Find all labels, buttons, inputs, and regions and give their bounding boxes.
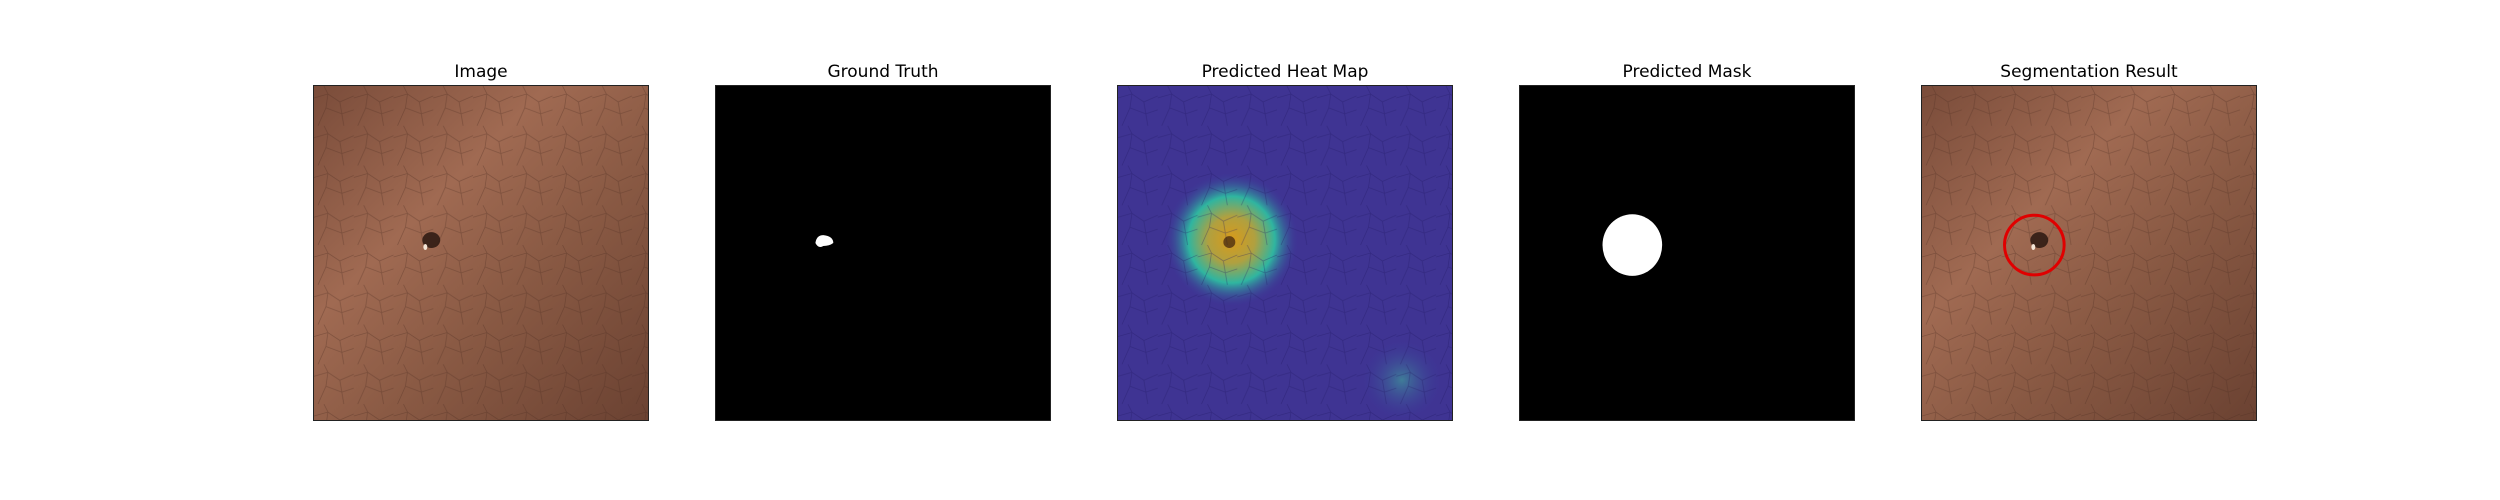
panel-title-segmentation-result: Segmentation Result (2000, 62, 2178, 82)
segmentation-image (1922, 86, 2256, 420)
panel-title-image: Image (454, 62, 508, 82)
heatmap-frame (1117, 85, 1453, 421)
image-frame (313, 85, 649, 421)
panel-title-predicted-mask: Predicted Mask (1622, 62, 1752, 82)
ground-truth-blob (815, 235, 834, 248)
ground-truth-mask (716, 86, 1050, 420)
heatmap-image (1118, 86, 1452, 420)
defect-spot (422, 232, 441, 249)
ground-truth-frame (715, 85, 1051, 421)
segmentation-frame (1921, 85, 2257, 421)
panel-title-ground-truth: Ground Truth (827, 62, 939, 82)
predicted-mask-frame (1519, 85, 1855, 421)
predicted-mask-blob (1602, 214, 1663, 276)
segmentation-contour (2003, 213, 2066, 277)
predicted-mask (1520, 86, 1854, 420)
panel-title-heatmap: Predicted Heat Map (1201, 62, 1369, 82)
leather-image (314, 86, 648, 420)
